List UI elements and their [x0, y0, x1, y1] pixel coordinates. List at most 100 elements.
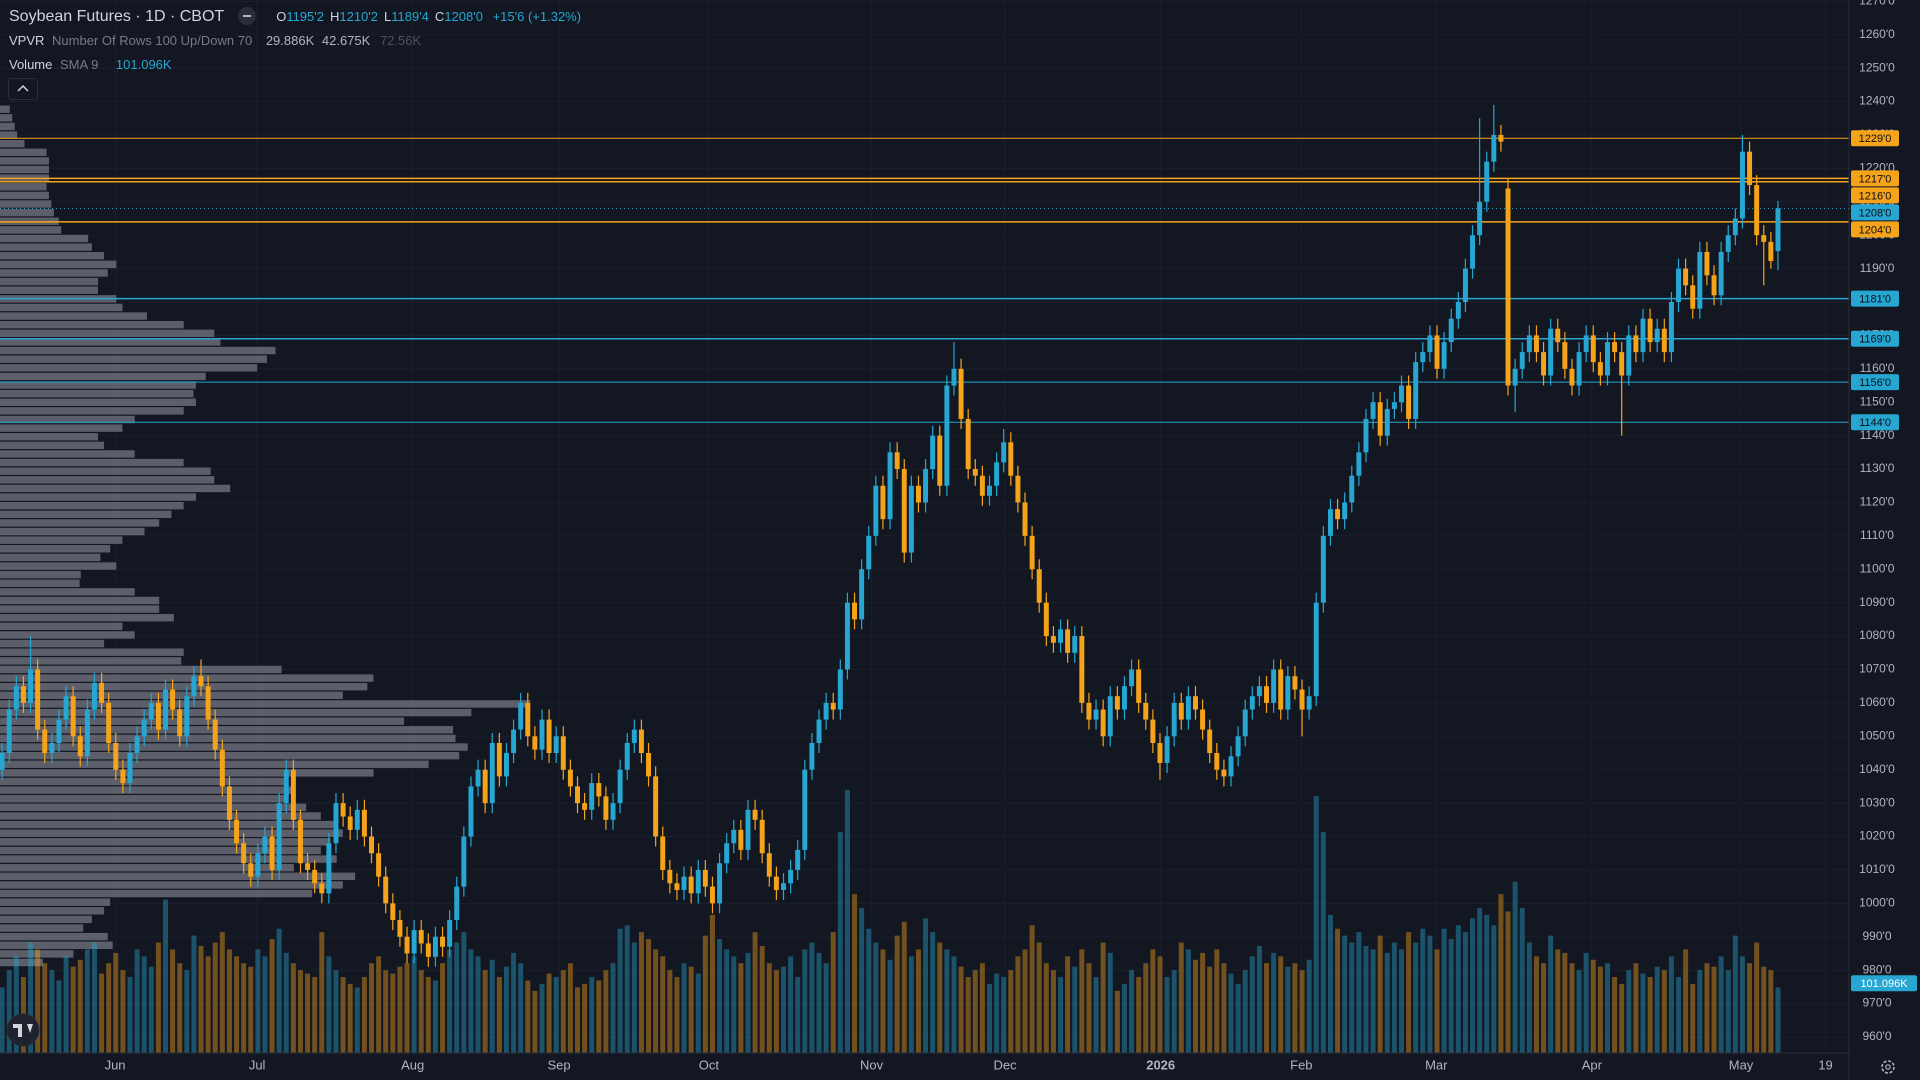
- candle-body: [766, 853, 772, 877]
- candle-body: [312, 869, 318, 884]
- volume-bar: [624, 925, 630, 1053]
- volume-bar: [560, 970, 566, 1053]
- vpvr-row: [0, 958, 43, 967]
- volume-bar: [312, 977, 318, 1053]
- volume-bar: [1683, 949, 1689, 1053]
- volume-bar: [901, 921, 907, 1053]
- candle-body: [440, 936, 446, 947]
- candle-body: [674, 883, 680, 890]
- volume-bar: [28, 942, 34, 1053]
- candle-body: [1242, 709, 1248, 737]
- vpvr-row: [0, 139, 25, 148]
- vpvr-row: [0, 881, 343, 889]
- status-badge[interactable]: [238, 7, 257, 26]
- candle-body: [248, 863, 254, 877]
- candle-body: [1086, 702, 1092, 720]
- volume-bar: [1292, 963, 1298, 1053]
- y-tick-label: 1000'0: [1859, 896, 1895, 910]
- volume-bar: [1406, 932, 1412, 1053]
- collapse-button[interactable]: [8, 78, 38, 100]
- candle-body: [724, 843, 730, 864]
- candle-body: [1320, 535, 1326, 603]
- candle-body: [1136, 669, 1142, 703]
- candle-body: [1207, 729, 1213, 754]
- y-tick-label: 1160'0: [1860, 361, 1895, 375]
- vpvr-row: [0, 355, 267, 363]
- volume-bar: [1619, 983, 1625, 1053]
- volume-bar: [170, 949, 176, 1053]
- x-tick-label: Jul: [249, 1057, 266, 1072]
- volume-bar: [1008, 970, 1014, 1053]
- candle-body: [99, 682, 105, 703]
- candle-body: [1555, 328, 1561, 343]
- volume-bar: [1711, 966, 1717, 1053]
- candle-body: [347, 816, 353, 830]
- candle-body: [1768, 241, 1774, 262]
- vpvr-row: [0, 165, 49, 174]
- candle-body: [1640, 318, 1646, 353]
- volume-bar: [1193, 959, 1198, 1053]
- volume-bar: [1377, 935, 1383, 1053]
- volume-sma-value: 101.096K: [115, 57, 172, 72]
- volume-bar: [1747, 963, 1753, 1053]
- volume-bar: [511, 952, 517, 1053]
- candle-body: [1427, 335, 1433, 353]
- vpvr-row: [0, 553, 101, 562]
- price-tag-box: [1851, 414, 1899, 431]
- volume-bar: [965, 977, 971, 1053]
- y-tick-label: 960'0: [1863, 1029, 1892, 1043]
- volume-bar: [795, 977, 801, 1053]
- volume-bar: [1235, 983, 1241, 1053]
- vpvr-row: [0, 648, 184, 656]
- vpvr-row: [0, 372, 206, 381]
- vpvr-row: [0, 545, 111, 553]
- vpvr-row: [0, 415, 135, 424]
- candle-body: [241, 843, 247, 864]
- candle-body: [290, 769, 296, 820]
- volume-bar: [1484, 914, 1490, 1053]
- volume-bar: [1249, 956, 1255, 1053]
- volume-bar: [134, 949, 140, 1053]
- volume-bar: [582, 983, 588, 1053]
- volume-bar: [979, 963, 985, 1053]
- volume-bar: [1164, 977, 1170, 1053]
- candle-body: [958, 368, 964, 419]
- volume-bar: [0, 987, 5, 1053]
- y-tick-label: 1270'0: [1859, 0, 1895, 8]
- volume-bar: [1661, 970, 1667, 1053]
- candle-body: [1228, 756, 1234, 777]
- volume-bar: [1221, 963, 1227, 1053]
- volume-bar: [1718, 956, 1724, 1053]
- candle-body: [1612, 342, 1618, 353]
- candle-body: [866, 535, 872, 570]
- volume-bar: [688, 966, 694, 1053]
- volume-bar: [425, 977, 431, 1053]
- price-tag: 1181'0: [1851, 290, 1899, 307]
- candle-body: [624, 742, 630, 770]
- candle-body: [901, 469, 907, 553]
- volume-bar: [482, 970, 488, 1053]
- volume-bar: [1725, 970, 1731, 1053]
- candle-body: [1221, 769, 1227, 777]
- ohlc-value: 1195'2: [286, 9, 324, 24]
- volume-bar: [532, 990, 538, 1053]
- volume-bar: [773, 970, 779, 1053]
- candle-body: [1271, 669, 1277, 703]
- volume-bar: [724, 949, 730, 1053]
- y-tick-label: 1100'0: [1860, 561, 1895, 575]
- volume-bar: [646, 939, 652, 1053]
- settings-icon[interactable]: [1881, 1060, 1895, 1074]
- candle-body: [1178, 702, 1184, 720]
- candle-body: [709, 886, 715, 904]
- candle-body: [837, 669, 843, 710]
- candle-body: [42, 729, 48, 754]
- vpvr-row: [0, 320, 184, 329]
- vpvr-row: [0, 208, 54, 217]
- ohlc-value: 1189'4: [391, 9, 429, 24]
- price-tag-label: 1216'0: [1859, 190, 1892, 202]
- candle-body: [738, 829, 744, 850]
- vpvr-row: [0, 751, 460, 760]
- volume-bar: [361, 977, 367, 1053]
- vpvr-row: [0, 183, 47, 191]
- candle-body: [1327, 509, 1333, 536]
